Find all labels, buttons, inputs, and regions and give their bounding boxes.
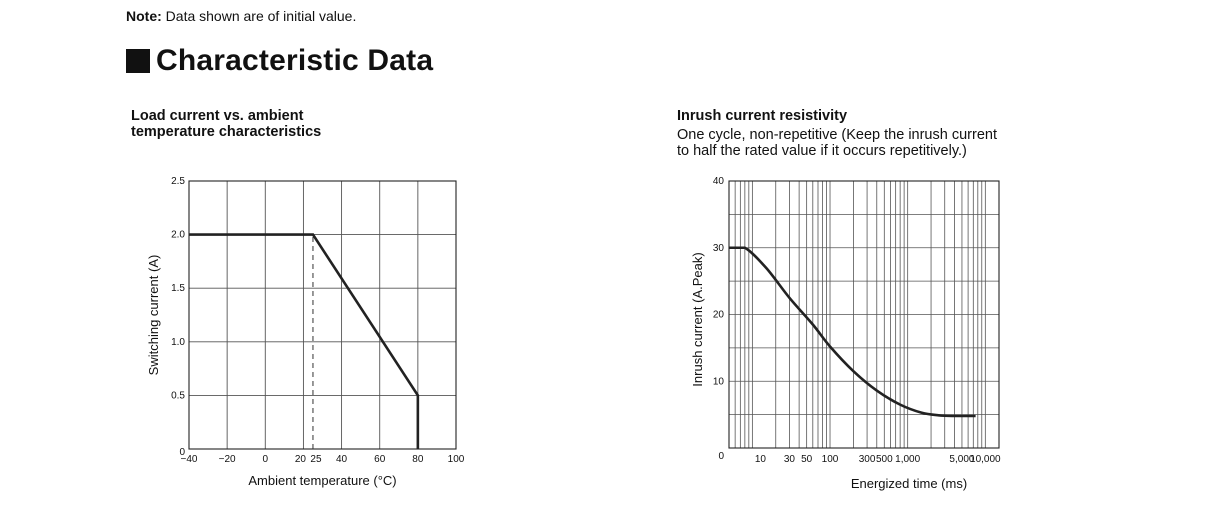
chart2-x-axis-label: Energized time (ms) [851,476,967,491]
chart2-title: Inrush current resistivity [677,108,848,124]
chart1-series-line [189,233,420,449]
chart2-x-tick-label: 10,000 [970,454,1001,465]
chart2-y-tick-label: 0 [718,451,724,462]
chart2-x-tick-label: 30 [784,454,796,465]
chart1-x-tick-label: 0 [263,454,269,465]
chart2-y-tick-label: 20 [713,310,725,321]
chart2-x-tick-label: 5,000 [949,454,974,465]
chart1-x-tick-label: 20 [295,454,307,465]
chart1-x-tick-label: 40 [336,454,348,465]
chart2-x-tick-label: 100 [822,454,839,465]
chart2-x-tick-label: 1,000 [895,454,920,465]
chart1-x-tick-label: 80 [412,454,424,465]
chart1-x-tick-label: 25 [310,454,322,465]
chart1-y-tick-label: 1.0 [171,337,185,348]
chart1-x-tick-label: −20 [219,454,236,465]
chart1-x-axis-label: Ambient temperature (°C) [248,473,396,488]
note-body: Data shown are of initial value. [165,8,357,24]
chart1-y-tick-label: 2.0 [171,230,185,241]
chart2-subtitle: One cycle, non-repetitive (Keep the inru… [677,127,997,159]
chart1-x-tick-label: 60 [374,454,386,465]
note-text: Note: Data shown are of initial value. [126,8,356,24]
chart1-y-tick-label: 0.5 [171,390,185,401]
chart2-y-axis-label: Inrush current (A.Peak) [690,252,705,386]
square-bullet-icon [126,49,150,73]
chart2-plot-frame [728,180,1000,449]
section-title: Characteristic Data [156,44,434,77]
chart1-plot-frame [188,180,457,450]
chart2-y-tick-label: 40 [713,176,725,187]
chart1-y-tick-label: 0 [179,447,185,458]
chart2-series-line [729,246,976,418]
chart1-y-tick-label: 2.5 [171,176,185,187]
chart2-y-tick-label: 10 [713,376,725,387]
chart2-subtitle-line1: One cycle, non-repetitive (Keep the inru… [677,127,997,143]
chart2-x-tick-label: 50 [801,454,813,465]
chart1-y-tick-label: 1.5 [171,283,185,294]
chart1-title-line2: temperature characteristics [131,124,322,140]
chart2-x-tick-label: 10 [755,454,767,465]
chart1-title-line1: Load current vs. ambient [131,108,304,124]
section-heading: Characteristic Data [126,44,433,78]
chart1-y-axis-label: Switching current (A) [146,255,161,376]
chart1-x-tick-label: 100 [448,454,465,465]
note-label: Note: [126,8,162,24]
chart2-subtitle-line2: to half the rated value if it occurs rep… [677,143,967,159]
chart1-x-tick-label: −40 [181,454,198,465]
chart2-x-tick-label: 300 [859,454,876,465]
chart1-title: Load current vs. ambient temperature cha… [131,108,321,140]
chart2-y-tick-label: 30 [713,243,725,254]
chart2-x-tick-label: 500 [876,454,893,465]
